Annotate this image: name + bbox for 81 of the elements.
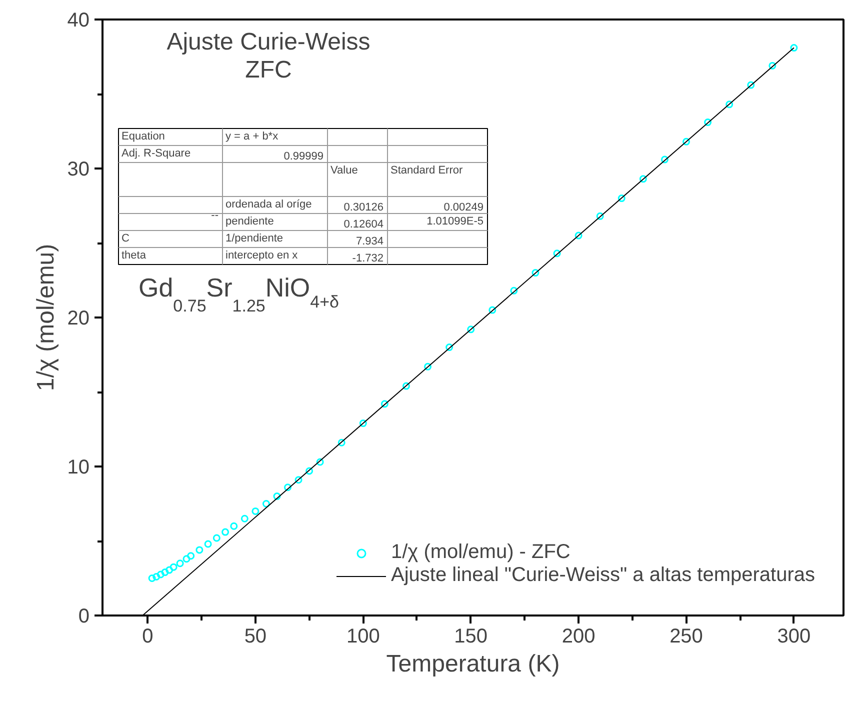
point bbox=[187, 552, 195, 560]
chart-title: Ajuste Curie-Weiss bbox=[166, 28, 370, 56]
y-tick-label: 10 bbox=[67, 456, 90, 478]
point bbox=[618, 194, 626, 202]
x-tick-label: 150 bbox=[454, 626, 488, 648]
y-tick-label: 0 bbox=[78, 606, 90, 628]
point bbox=[182, 555, 190, 563]
annotation: 1.01099E-5 bbox=[426, 216, 484, 228]
y-tick-label: 40 bbox=[67, 10, 90, 32]
point bbox=[704, 118, 712, 126]
point bbox=[240, 514, 248, 522]
point bbox=[161, 568, 169, 576]
annotation: theta bbox=[122, 250, 147, 262]
x-tick-label: 50 bbox=[244, 626, 267, 648]
annotation: C bbox=[122, 232, 130, 244]
point bbox=[273, 492, 281, 500]
annotation: ordenada al oríge bbox=[226, 198, 312, 210]
legend-label: 1/χ (mol/emu) - ZFC bbox=[390, 541, 570, 564]
point bbox=[446, 344, 454, 352]
point bbox=[553, 250, 561, 258]
annotation: 0.99999 bbox=[284, 150, 324, 162]
point bbox=[639, 175, 647, 183]
point bbox=[660, 156, 668, 164]
x-tick-label: 300 bbox=[777, 626, 811, 648]
point bbox=[156, 570, 164, 578]
x-tick-label: 0 bbox=[142, 626, 154, 648]
point bbox=[488, 306, 496, 314]
x-axis-title: Temperatura (K) bbox=[386, 650, 560, 678]
point bbox=[204, 540, 212, 548]
point bbox=[252, 507, 260, 515]
point bbox=[790, 44, 798, 52]
y-tick-label: 30 bbox=[67, 158, 90, 180]
point bbox=[222, 528, 230, 536]
y-axis-title: 1/χ (mol/emu) bbox=[32, 244, 60, 392]
annotation: Standard Error bbox=[390, 164, 463, 176]
point bbox=[148, 574, 156, 582]
point bbox=[682, 138, 690, 146]
annotation: -1.732 bbox=[352, 252, 384, 264]
text: ZFC bbox=[245, 56, 292, 84]
point bbox=[596, 212, 604, 220]
annotation: 1/pendiente bbox=[226, 232, 283, 244]
annotation: pendiente bbox=[226, 216, 274, 228]
point bbox=[338, 438, 346, 446]
point bbox=[166, 566, 174, 574]
point bbox=[467, 326, 475, 334]
annotation: 0.12604 bbox=[344, 218, 384, 230]
annotation: Value bbox=[330, 164, 358, 176]
annotation: -- bbox=[211, 210, 219, 222]
point bbox=[196, 546, 204, 554]
point bbox=[306, 467, 314, 475]
point bbox=[359, 420, 367, 428]
point bbox=[212, 534, 220, 542]
x-tick-label: 100 bbox=[346, 626, 380, 648]
x-tick-label: 200 bbox=[562, 626, 596, 648]
point bbox=[747, 81, 755, 89]
annotation: y = a + b*x bbox=[226, 130, 279, 142]
annotation: 7.934 bbox=[356, 236, 384, 248]
annotation: Equation bbox=[122, 130, 165, 142]
point bbox=[176, 560, 184, 568]
annotation: 0.00249 bbox=[444, 202, 484, 214]
point bbox=[726, 100, 734, 108]
point bbox=[294, 476, 302, 484]
point bbox=[768, 62, 776, 70]
point bbox=[152, 573, 160, 581]
point bbox=[230, 522, 238, 530]
y-tick-label: 20 bbox=[67, 308, 90, 330]
point bbox=[262, 500, 270, 508]
point bbox=[532, 269, 540, 277]
annotation: Adj. R-Square bbox=[122, 148, 191, 160]
point bbox=[284, 484, 292, 492]
point bbox=[510, 286, 518, 294]
point bbox=[316, 458, 324, 466]
point bbox=[424, 362, 432, 370]
point bbox=[170, 563, 178, 571]
annotation: 0.30126 bbox=[344, 202, 384, 214]
x-tick-label: 250 bbox=[670, 626, 703, 648]
point bbox=[380, 400, 388, 408]
point bbox=[402, 382, 410, 390]
legend-label: Ajuste lineal "Curie-Weiss" a altas temperaturas bbox=[390, 564, 815, 587]
point bbox=[574, 232, 582, 240]
annotation: intercepto en x bbox=[226, 250, 298, 262]
